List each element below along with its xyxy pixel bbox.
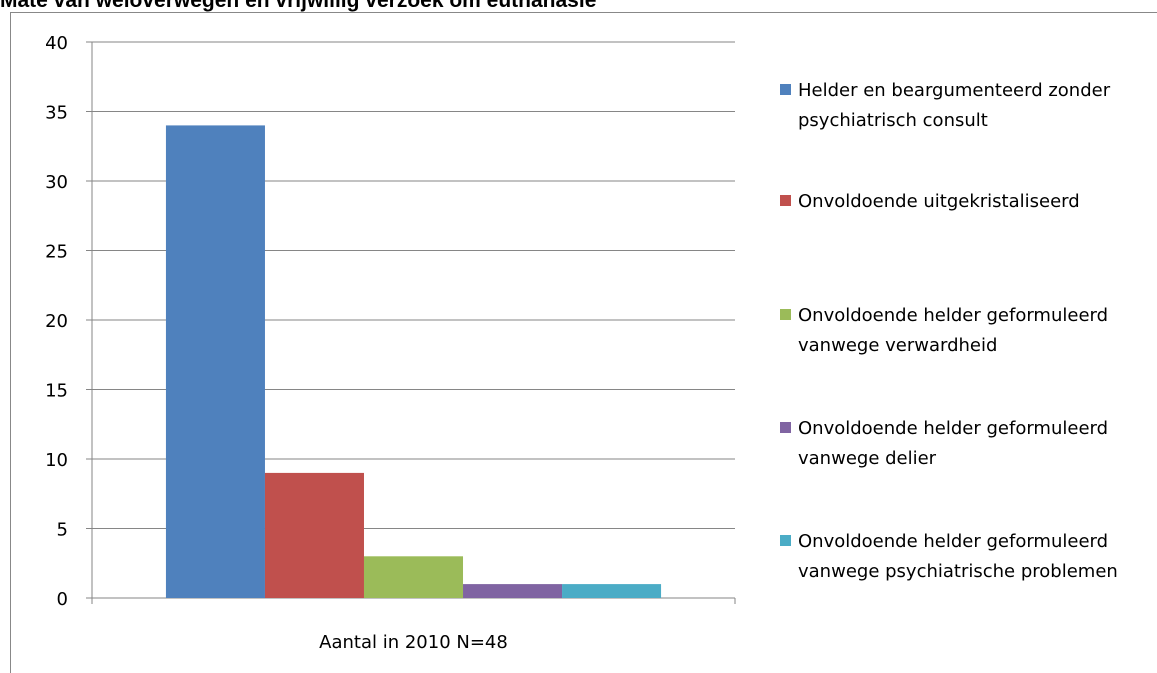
bar (165, 125, 265, 599)
bar (562, 584, 662, 598)
legend-swatch (780, 309, 791, 320)
y-tick-label: 35 (45, 103, 68, 124)
legend-swatch (780, 195, 791, 206)
chart-title: Mate van weloverwegen en vrijwillig verz… (0, 0, 596, 12)
legend-label: Onvoldoende helder geformuleerd vanwege v… (798, 305, 1108, 356)
y-tick-label: 25 (45, 242, 68, 263)
bar (463, 584, 563, 598)
bar (264, 472, 364, 598)
legend-swatch (780, 422, 791, 433)
x-tick-label: Aantal in 2010 N=48 (319, 632, 508, 653)
y-tick-label: 15 (45, 381, 68, 402)
y-tick-label: 0 (57, 589, 68, 610)
y-tick-label: 40 (45, 33, 68, 54)
legend-swatch (780, 535, 791, 546)
bar (363, 556, 464, 598)
legend-label: Onvoldoende helder geformuleerd vanwege p… (798, 531, 1118, 582)
legend-label: Onvoldoende helder geformuleerd vanwege d… (798, 418, 1108, 469)
legend-label: Onvoldoende uitgekristaliseerd (798, 191, 1080, 212)
y-tick-label: 30 (45, 172, 68, 193)
legend-label: Helder en beargumenteerd zonder psychiatr… (798, 80, 1111, 131)
legend-swatch (780, 84, 791, 95)
y-tick-label: 5 (57, 520, 68, 541)
y-tick-label: 10 (45, 450, 68, 471)
y-tick-label: 20 (45, 311, 68, 332)
